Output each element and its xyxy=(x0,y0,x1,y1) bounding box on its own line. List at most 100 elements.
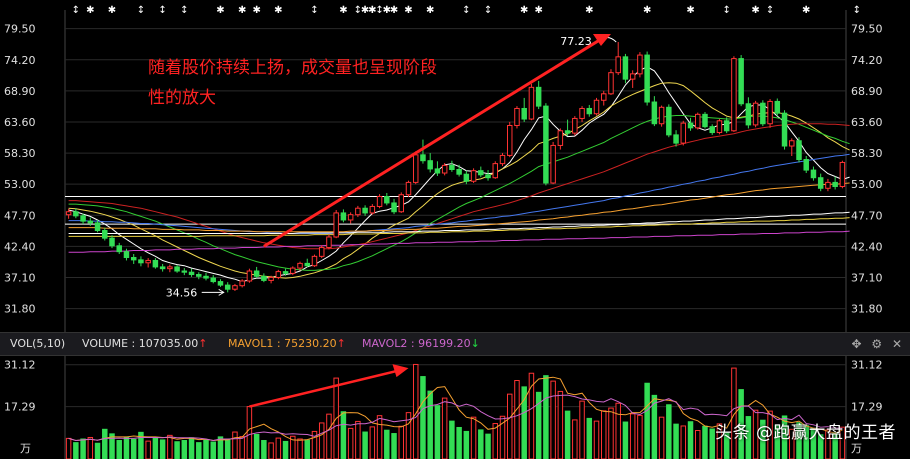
y-tick-label-right: 37.10 xyxy=(851,271,883,284)
candle-body xyxy=(73,211,79,217)
top-event-marker: ↕ xyxy=(766,5,774,16)
volume-panel: 31.12 31.12 17.29 17.29 万 万 xyxy=(4,359,883,459)
top-event-marker: ↕ xyxy=(462,5,470,16)
volume-unit-label-left: 万 xyxy=(20,442,31,455)
candlestick xyxy=(311,254,318,267)
volume-bar xyxy=(709,428,715,459)
candlestick xyxy=(680,120,687,146)
volume-bar xyxy=(478,429,484,459)
candle-body xyxy=(499,154,506,165)
candle-body xyxy=(116,245,122,253)
candle-body xyxy=(304,262,310,267)
moving-average-line xyxy=(68,82,850,279)
volume-bar xyxy=(550,380,556,459)
price-low-pointer-head xyxy=(218,288,225,296)
candlestick xyxy=(651,96,658,127)
volume-bar xyxy=(355,420,361,459)
candle-body xyxy=(109,237,115,247)
candle-body xyxy=(470,170,477,182)
volume-bar xyxy=(658,416,665,459)
candle-body xyxy=(362,207,368,214)
candle-body xyxy=(789,140,795,147)
candlestick xyxy=(601,90,607,106)
top-event-marker: ↕ xyxy=(484,5,492,16)
volume-bar xyxy=(253,433,260,459)
candlestick xyxy=(716,119,723,135)
candlestick xyxy=(167,264,173,273)
volume-bar xyxy=(275,437,282,459)
volume-bar xyxy=(593,420,600,459)
candlestick xyxy=(528,83,535,121)
volume-bar xyxy=(434,405,441,459)
volume-bar xyxy=(340,411,347,459)
candlestick xyxy=(731,56,737,132)
mavol2-arrow-icon: ↓ xyxy=(470,337,480,350)
candlestick xyxy=(687,117,694,131)
candlestick xyxy=(73,208,79,219)
candlestick xyxy=(470,168,477,183)
volume-bar xyxy=(232,431,238,459)
volume-bar xyxy=(311,430,318,459)
candle-body xyxy=(340,212,347,221)
volume-bar xyxy=(666,404,672,459)
candlestick xyxy=(738,55,744,107)
candlestick xyxy=(181,268,188,276)
candlestick xyxy=(817,173,824,192)
candle-body xyxy=(651,101,658,125)
candle-body xyxy=(629,73,636,80)
volume-bar xyxy=(391,433,397,459)
y-tick-label-right: 42.40 xyxy=(851,240,883,253)
volume-bar xyxy=(318,422,325,459)
mavol2-line xyxy=(68,394,843,442)
volume-bar xyxy=(680,425,687,459)
candle-body xyxy=(253,270,260,277)
candle-body xyxy=(441,164,448,174)
candle-body xyxy=(449,164,455,171)
volume-bar xyxy=(528,372,535,459)
volume-bar xyxy=(362,431,368,459)
volume-bar xyxy=(398,425,405,459)
candlestick xyxy=(499,153,506,166)
volume-bar xyxy=(789,428,795,459)
candlestick xyxy=(702,111,708,129)
move-icon[interactable]: ✥ xyxy=(851,337,862,351)
candle-body xyxy=(564,130,571,134)
volume-bar xyxy=(65,437,72,459)
moving-average-line xyxy=(68,182,850,233)
y-tick-label-left: 79.50 xyxy=(4,23,36,36)
volume-bar xyxy=(514,380,520,459)
candlestick xyxy=(130,253,137,264)
candlestick xyxy=(355,205,361,218)
candlestick xyxy=(326,234,332,250)
candlestick xyxy=(760,100,766,127)
candlestick xyxy=(608,69,614,95)
top-event-marker: ✱ xyxy=(238,5,246,16)
top-event-marker: ↕ xyxy=(354,5,362,16)
gear-icon[interactable]: ⚙ xyxy=(871,337,883,351)
candle-body xyxy=(731,58,737,132)
top-event-marker: ↕ xyxy=(310,5,318,16)
candlestick xyxy=(449,160,455,172)
top-event-marker: ✱ xyxy=(426,5,434,16)
candlestick xyxy=(159,263,166,272)
volume-bar xyxy=(774,424,781,459)
volume-bar xyxy=(644,382,650,459)
volume-bar xyxy=(535,391,542,459)
volume-bar xyxy=(145,440,151,459)
top-event-marker: ↕ xyxy=(158,5,166,16)
candlestick xyxy=(535,80,542,110)
candlestick xyxy=(695,112,701,130)
candlestick xyxy=(94,219,101,233)
close-icon[interactable]: ✕ xyxy=(891,337,902,351)
volume-bar xyxy=(731,367,737,459)
volume-bar xyxy=(138,431,144,459)
volume-bar xyxy=(687,421,694,459)
candlestick xyxy=(65,208,72,219)
indicator-name[interactable]: VOL(5,10) xyxy=(10,337,66,350)
price-high-label: 77.23 xyxy=(560,35,592,48)
top-event-marker: ✱ xyxy=(361,5,369,16)
candle-body xyxy=(355,207,361,216)
candle-body xyxy=(412,154,419,183)
candlestick xyxy=(318,245,325,259)
candlestick xyxy=(673,130,679,147)
